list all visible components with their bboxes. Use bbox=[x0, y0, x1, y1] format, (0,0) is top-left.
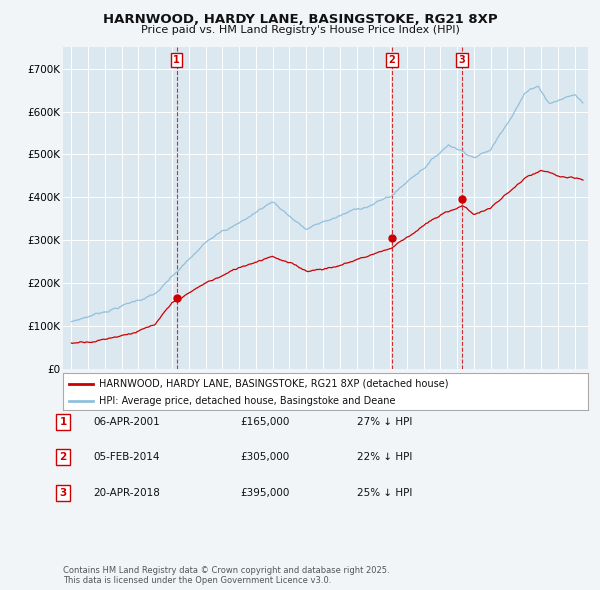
Text: £395,000: £395,000 bbox=[240, 488, 289, 497]
Text: 1: 1 bbox=[173, 55, 180, 65]
Text: 06-APR-2001: 06-APR-2001 bbox=[93, 417, 160, 427]
Text: 25% ↓ HPI: 25% ↓ HPI bbox=[357, 488, 412, 497]
Text: 1: 1 bbox=[59, 417, 67, 427]
Text: HPI: Average price, detached house, Basingstoke and Deane: HPI: Average price, detached house, Basi… bbox=[98, 396, 395, 406]
Text: 22% ↓ HPI: 22% ↓ HPI bbox=[357, 453, 412, 462]
Text: 3: 3 bbox=[459, 55, 466, 65]
Text: 3: 3 bbox=[59, 488, 67, 497]
Text: 2: 2 bbox=[59, 453, 67, 462]
Text: Contains HM Land Registry data © Crown copyright and database right 2025.
This d: Contains HM Land Registry data © Crown c… bbox=[63, 566, 389, 585]
Text: £305,000: £305,000 bbox=[240, 453, 289, 462]
Text: 05-FEB-2014: 05-FEB-2014 bbox=[93, 453, 160, 462]
Text: 20-APR-2018: 20-APR-2018 bbox=[93, 488, 160, 497]
Text: £165,000: £165,000 bbox=[240, 417, 289, 427]
Text: 27% ↓ HPI: 27% ↓ HPI bbox=[357, 417, 412, 427]
Text: HARNWOOD, HARDY LANE, BASINGSTOKE, RG21 8XP (detached house): HARNWOOD, HARDY LANE, BASINGSTOKE, RG21 … bbox=[98, 379, 448, 389]
Text: 2: 2 bbox=[388, 55, 395, 65]
Text: HARNWOOD, HARDY LANE, BASINGSTOKE, RG21 8XP: HARNWOOD, HARDY LANE, BASINGSTOKE, RG21 … bbox=[103, 13, 497, 26]
Text: Price paid vs. HM Land Registry's House Price Index (HPI): Price paid vs. HM Land Registry's House … bbox=[140, 25, 460, 35]
